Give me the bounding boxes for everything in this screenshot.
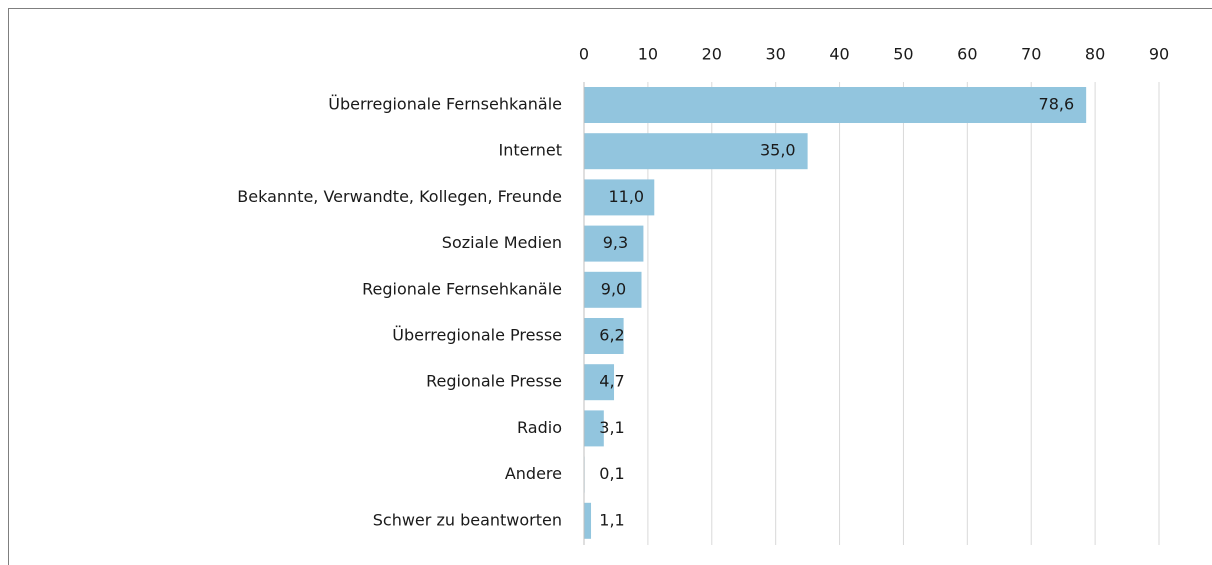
category-label: Regionale Presse [426,372,562,391]
category-label: Andere [505,464,562,483]
x-tick-label: 60 [957,45,977,64]
x-tick-label: 70 [1021,45,1041,64]
frame [8,8,1212,565]
bar [584,179,655,216]
value-label: 9,0 [601,279,626,298]
x-tick-label: 20 [702,45,722,64]
value-label: 11,0 [608,187,644,206]
value-label: 35,0 [760,141,796,160]
x-tick-label: 80 [1085,45,1105,64]
value-label: 4,7 [599,372,624,391]
bar [584,225,644,262]
category-label: Schwer zu beantworten [373,510,562,529]
value-label: 6,2 [599,326,624,345]
value-label: 9,3 [603,233,628,252]
x-tick-label: 0 [579,45,589,64]
bar [584,133,808,170]
bar [584,502,592,539]
x-tick-label: 50 [893,45,913,64]
category-label: Internet [498,141,562,160]
value-label: 1,1 [599,510,624,529]
x-tick-label: 40 [829,45,849,64]
category-label: Überregionale Presse [392,326,562,345]
category-label: Soziale Medien [442,233,562,252]
bar [584,87,1087,123]
x-tick-label: 10 [638,45,658,64]
bar [584,364,615,401]
value-label: 3,1 [599,418,624,437]
x-tick-label: 30 [765,45,785,64]
x-tick-label: 90 [1149,45,1169,64]
value-label: 0,1 [599,464,624,483]
category-label: Radio [517,418,562,437]
bar [584,318,624,354]
bar [584,271,642,308]
category-label: Bekannte, Verwandte, Kollegen, Freunde [237,187,562,206]
bar [584,410,604,447]
value-label: 78,6 [1039,95,1075,114]
category-label: Regionale Fernsehkanäle [362,279,562,298]
category-label: Überregionale Fernsehkanäle [328,95,562,114]
